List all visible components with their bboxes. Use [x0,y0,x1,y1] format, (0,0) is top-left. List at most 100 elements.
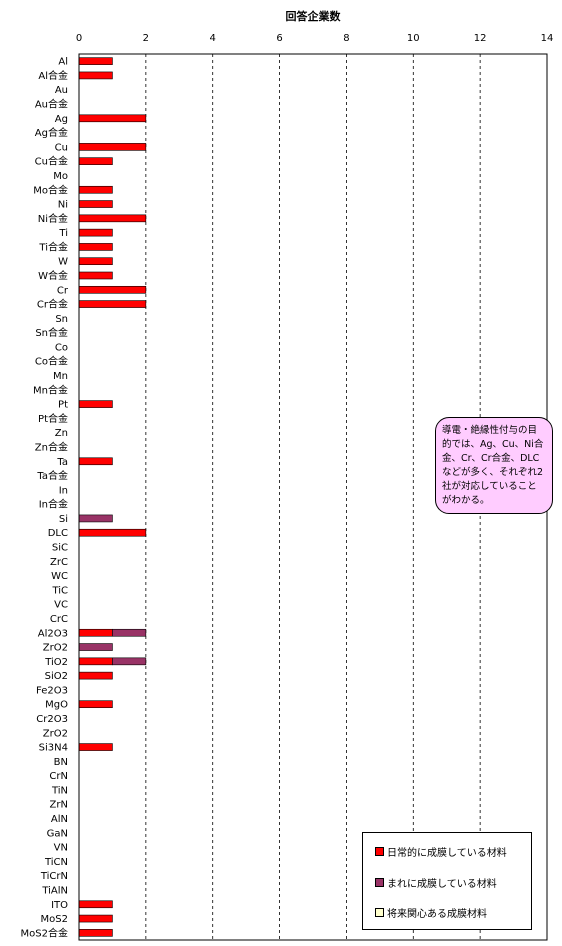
bar-daily [78,900,113,909]
y-category-label: TiC [51,585,68,596]
y-category-label: ZrN [50,800,68,811]
y-category-label: Mn合金 [33,383,68,396]
bar-rare [78,643,113,651]
y-category-label: Al [58,57,68,68]
bar-daily [78,114,147,123]
bar-daily [78,300,147,308]
y-category-label: Zn [55,428,68,439]
bar-daily [78,285,147,294]
bar-rare [78,514,113,523]
y-category-label: W [58,257,68,268]
bar-rare [112,657,147,666]
y-category-label: ZrO2 [43,643,68,654]
y-category-label: In合金 [39,498,68,511]
bar-daily [78,700,113,709]
y-category-label: Mn [53,371,68,382]
y-category-label: Co合金 [35,355,68,368]
bar-daily [78,400,113,408]
y-category-label: Al2O3 [38,628,68,639]
y-category-label: Ta合金 [36,469,68,482]
bar-rare [112,628,147,637]
y-category-label: CrN [49,771,68,782]
bars [78,57,147,937]
legend-swatch-future [375,908,384,917]
bar-daily [78,71,113,80]
bar-daily [78,271,113,280]
y-category-label: MgO [45,700,68,711]
y-category-label: Cu [55,142,68,153]
bar-daily [78,200,113,208]
y-category-label: WC [51,571,68,582]
legend-swatch-rare [375,878,384,887]
x-tick-label: 10 [407,33,420,44]
y-category-label: Cr合金 [37,298,68,311]
x-tick-label: 2 [143,33,149,44]
y-category-label: SiC [52,543,68,554]
bar-daily [78,628,113,637]
y-axis-labels: AlAl合金AuAu合金AgAg合金CuCu合金MoMo合金NiNi合金TiTi… [21,57,69,940]
y-category-label: ITO [51,900,68,911]
y-category-label: MoS2 [41,914,68,925]
y-category-label: TiCN [44,857,68,868]
y-category-label: VN [54,843,68,854]
y-category-label: GaN [47,828,68,839]
y-category-label: Cr2O3 [36,714,68,725]
y-category-label: Pt [58,400,68,411]
bar-daily [78,914,113,923]
x-axis-ticks: 0 2 4 6 8 10 12 14 [76,33,554,44]
legend-label-future: 将来関心ある成膜材料 [387,909,487,920]
y-category-label: Si [59,514,68,525]
bar-daily [78,743,113,751]
y-category-label: ZrO2 [43,728,68,739]
bar-daily [78,457,113,466]
bar-daily [78,214,147,223]
y-category-label: Au [55,85,68,96]
y-category-label: CrC [50,614,68,625]
y-category-label: Ag合金 [35,126,68,139]
bar-daily [78,243,113,251]
bar-daily [78,228,113,237]
y-category-label: Ni合金 [38,212,68,225]
y-category-label: Au合金 [35,98,68,111]
y-category-label: Pt合金 [38,412,68,425]
bar-daily [78,57,113,65]
legend-item-daily: 日常的に成膜している材料 [375,844,507,859]
y-category-label: Cu合金 [35,155,68,168]
y-category-label: VC [54,600,68,611]
bar-daily [78,929,113,937]
y-category-label: Zn合金 [35,440,68,453]
annotation-callout: 導電・絶縁性付与の目的では、Ag、Cu、Ni合金、Cr、Cr合金、DLCなどが多… [435,417,553,514]
x-tick-label: 6 [276,33,282,44]
gridlines [145,54,481,940]
y-category-label: TiCrN [40,871,68,882]
x-tick-label: 12 [474,33,487,44]
y-category-label: DLC [48,528,68,539]
x-tick-label: 0 [76,33,82,44]
legend-label-rare: まれに成膜している材料 [387,879,497,890]
y-category-label: Ti [58,228,68,239]
y-category-label: AlN [51,814,68,825]
y-category-label: W合金 [38,269,68,282]
y-category-label: Co [55,342,68,353]
x-tick-label: 8 [343,33,349,44]
y-category-label: BN [54,757,68,768]
bar-daily [78,143,147,151]
y-category-label: TiN [51,785,68,796]
y-category-label: Mo合金 [33,183,68,196]
bar-daily [78,671,113,680]
legend-label-daily: 日常的に成膜している材料 [387,848,507,859]
y-category-label: Sn合金 [35,326,68,339]
bar-daily [78,528,147,537]
chart-title: 回答企業数 [286,9,342,23]
x-tick-label: 4 [210,33,216,44]
y-category-label: In [59,485,68,496]
bar-daily [78,657,113,666]
bar-daily [78,157,113,165]
legend-item-rare: まれに成膜している材料 [375,875,497,890]
legend-swatch-daily [375,847,384,856]
y-category-label: TiAlN [41,885,68,896]
x-tick-label: 14 [541,33,554,44]
bar-daily [78,257,113,266]
y-category-label: Sn [55,314,68,325]
